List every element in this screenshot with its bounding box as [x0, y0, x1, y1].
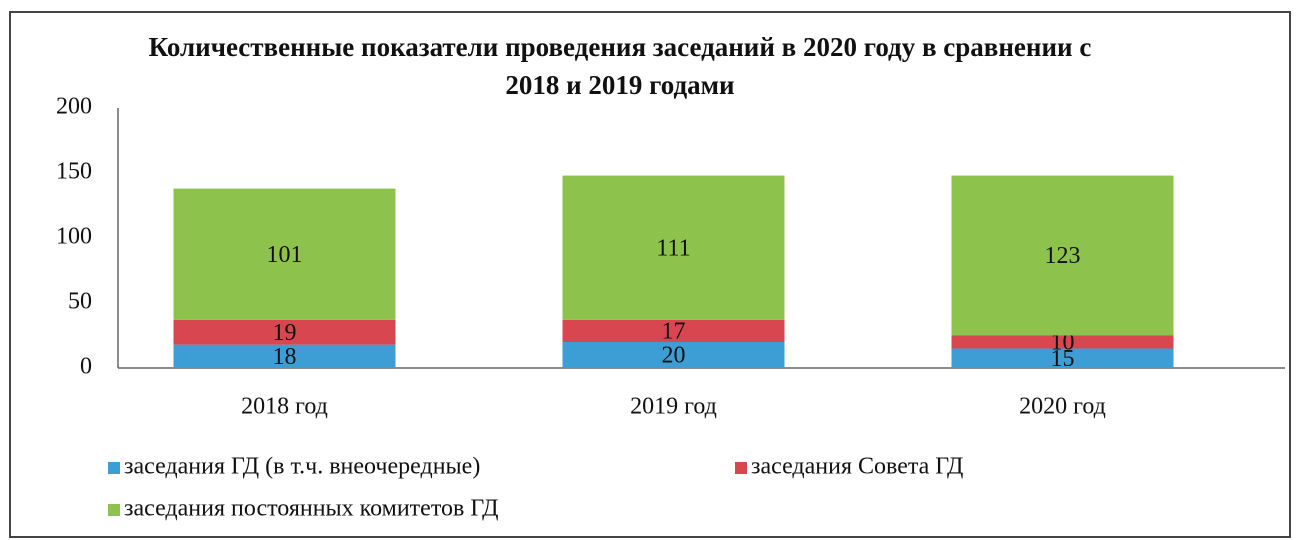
x-tick-label: 2018 год	[241, 394, 328, 420]
bar-segment	[173, 319, 396, 345]
legend-swatch	[108, 504, 120, 516]
frame	[9, 11, 1291, 538]
data-label: 18	[273, 344, 297, 370]
data-label: 20	[662, 343, 686, 369]
data-label: 101	[267, 242, 303, 268]
x-tick-label: 2019 год	[630, 394, 717, 420]
bar-segment	[951, 335, 1174, 349]
legend-label: заседания постоянных комитетов ГД	[124, 496, 498, 522]
y-tick-label: 200	[56, 94, 92, 120]
y-tick-label: 150	[56, 159, 92, 185]
legend-label: заседания ГД (в т.ч. внеочередные)	[124, 454, 480, 480]
legend-swatch	[735, 462, 747, 474]
bar-segment	[951, 175, 1174, 336]
data-label: 123	[1045, 243, 1081, 269]
legend-swatch	[108, 462, 120, 474]
y-tick-label: 0	[80, 354, 92, 380]
data-label: 17	[662, 318, 686, 344]
bar-segment	[562, 319, 785, 342]
data-label: 19	[273, 320, 297, 346]
y-tick-label: 100	[56, 224, 92, 250]
bar-segment	[173, 188, 396, 320]
chart-title: Количественные показатели проведения зас…	[148, 32, 1092, 100]
bar-segment	[562, 175, 785, 320]
bar-segment	[951, 348, 1174, 368]
legend-label: заседания Совета ГД	[751, 454, 963, 480]
data-label: 15	[1051, 346, 1075, 372]
y-tick-label: 50	[68, 289, 92, 315]
data-label: 111	[656, 235, 690, 261]
x-tick-label: 2020 год	[1019, 394, 1106, 420]
bar-segment	[562, 342, 785, 368]
bar-segment	[173, 344, 396, 368]
